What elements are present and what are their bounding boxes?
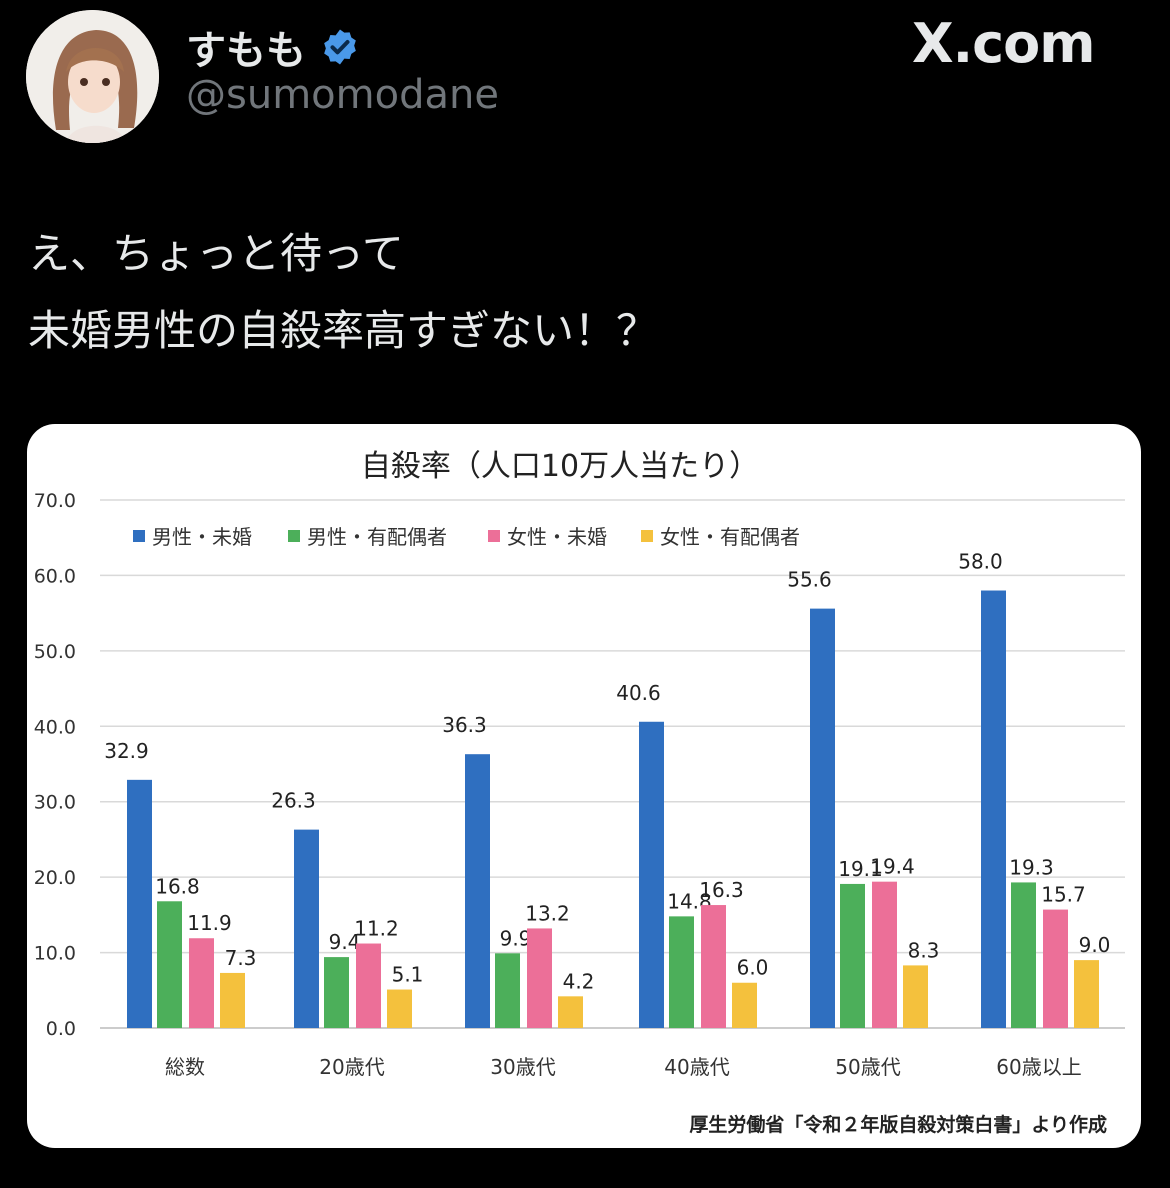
- legend-label: 男性・未婚: [152, 525, 252, 549]
- bar: [1043, 909, 1068, 1028]
- x-tick-label: 40歳代: [664, 1055, 729, 1079]
- data-label: 7.3: [225, 946, 257, 970]
- data-label: 15.7: [1041, 883, 1086, 907]
- bar: [1011, 882, 1036, 1028]
- y-tick-label: 10.0: [34, 943, 76, 965]
- chart-image[interactable]: 自殺率（人口10万人当たり） 0.0 10.0 20.0 30.0 40.0 50.0 60…: [27, 424, 1141, 1148]
- display-name-row[interactable]: すもも: [186, 18, 360, 76]
- bar: [356, 943, 381, 1028]
- y-tick-label: 60.0: [34, 565, 76, 587]
- avatar[interactable]: [26, 10, 159, 143]
- post-text-line: 未婚男性の自殺率高すぎない！？: [28, 306, 659, 355]
- legend-swatch: [288, 530, 300, 542]
- y-tick-label: 20.0: [34, 867, 76, 889]
- legend-label: 男性・有配偶者: [307, 525, 447, 549]
- y-tick-label: 30.0: [34, 792, 76, 814]
- data-label: 36.3: [442, 713, 487, 737]
- bar: [639, 721, 664, 1028]
- bar: [294, 829, 319, 1028]
- bar: [810, 608, 835, 1028]
- x-tick-label: 総数: [165, 1055, 205, 1079]
- bar: [558, 996, 583, 1028]
- data-label: 58.0: [958, 550, 1003, 574]
- avatar-illustration: [26, 10, 159, 143]
- data-label: 6.0: [737, 956, 769, 980]
- bar: [495, 953, 520, 1028]
- data-label: 19.3: [1009, 855, 1054, 879]
- data-label: 9.4: [329, 930, 361, 954]
- user-handle[interactable]: @sumomodane: [186, 72, 499, 118]
- bar: [840, 883, 865, 1028]
- data-label: 8.3: [908, 938, 940, 962]
- bar: [1074, 960, 1099, 1028]
- bar: [872, 881, 897, 1028]
- bar: [324, 957, 349, 1028]
- y-tick-label: 70.0: [34, 490, 76, 512]
- post-text: え、ちょっと待って 未婚男性の自殺率高すぎない！？: [28, 215, 658, 369]
- display-name[interactable]: すもも: [186, 28, 306, 74]
- bar-chart: 自殺率（人口10万人当たり） 0.0 10.0 20.0 30.0 40.0 50.0 60…: [34, 449, 1125, 1136]
- data-label: 55.6: [787, 568, 832, 592]
- bar: [220, 972, 245, 1028]
- legend-swatch: [641, 530, 653, 542]
- legend-swatch: [133, 530, 145, 542]
- legend-label: 女性・有配偶者: [660, 525, 800, 549]
- data-label: 19.4: [870, 855, 915, 879]
- legend-label: 女性・未婚: [507, 525, 607, 549]
- bar: [189, 938, 214, 1028]
- data-label: 40.6: [616, 681, 661, 705]
- x-tick-label: 20歳代: [319, 1055, 384, 1079]
- y-tick-label: 0.0: [46, 1018, 76, 1040]
- y-tick-label: 50.0: [34, 641, 76, 663]
- bar: [669, 916, 694, 1028]
- bar: [701, 905, 726, 1028]
- data-label: 9.9: [500, 926, 532, 950]
- x-tick-label: 30歳代: [490, 1055, 555, 1079]
- data-label: 5.1: [392, 963, 424, 987]
- bar: [127, 779, 152, 1028]
- chart-source: 厚生労働省「令和２年版自殺対策白書」より作成: [689, 1113, 1107, 1136]
- data-label: 11.2: [354, 917, 399, 941]
- bar: [981, 590, 1006, 1028]
- data-label: 13.2: [525, 901, 570, 925]
- data-label: 26.3: [271, 789, 316, 813]
- bar: [903, 965, 928, 1028]
- x-tick-label: 50歳代: [835, 1055, 900, 1079]
- legend-swatch: [488, 530, 500, 542]
- bar: [157, 901, 182, 1028]
- data-label: 32.9: [104, 739, 149, 763]
- x-tick-label: 60歳以上: [996, 1055, 1081, 1079]
- data-label: 9.0: [1079, 933, 1111, 957]
- y-tick-label: 40.0: [34, 716, 76, 738]
- bar: [527, 928, 552, 1028]
- data-label: 16.8: [155, 874, 200, 898]
- x-com-logo: X.com: [912, 12, 1096, 75]
- verified-badge-icon: [324, 29, 356, 65]
- bar: [465, 754, 490, 1028]
- bar: [732, 982, 757, 1028]
- data-label: 11.9: [187, 911, 232, 935]
- data-label: 19.1: [838, 857, 883, 881]
- post-text-line: え、ちょっと待って: [28, 229, 404, 278]
- bar: [387, 989, 412, 1028]
- chart-title: 自殺率（人口10万人当たり）: [361, 449, 759, 484]
- data-label: 4.2: [563, 969, 595, 993]
- data-label: 16.3: [699, 878, 744, 902]
